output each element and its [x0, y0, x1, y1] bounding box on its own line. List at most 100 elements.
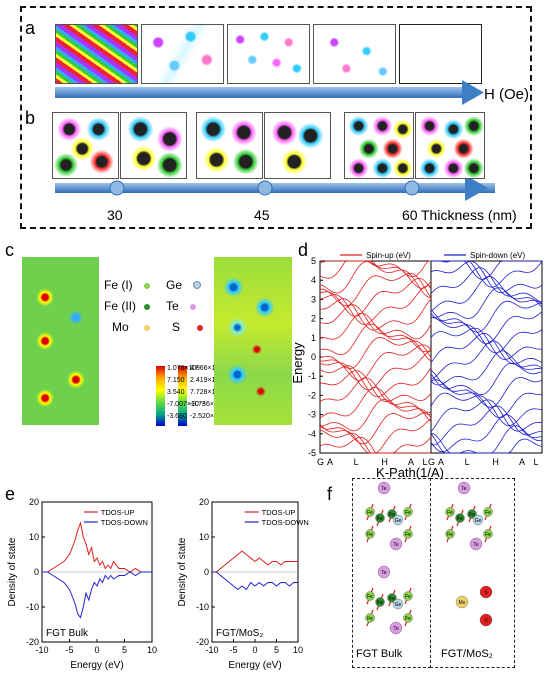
colorbar-1-label: 7.150	[167, 377, 185, 384]
dos-annotation: FGT Bulk	[46, 628, 89, 639]
legend-s: S	[172, 320, 204, 334]
charge-density-map-1	[22, 257, 99, 425]
dos-interface-chart: -10 -5 0 5 10-20-1001020TDOS-UPTDOS-DOWNFGT/…	[177, 497, 309, 671]
dos-series-line	[42, 521, 152, 573]
colorbar-2-labels: 4.066×10⁻² 2.419×10⁻² 7.728×10⁻³ -8.736×…	[190, 363, 228, 423]
dos-xtick-label: 0	[252, 645, 257, 655]
band-ytick-label: -5	[308, 448, 316, 458]
s-atom-label: S	[484, 590, 488, 596]
skyrmion-image-3	[227, 24, 310, 84]
te-atom-label: Te	[381, 486, 387, 492]
fe-atom	[467, 509, 477, 519]
fe-atom-label: Fe	[405, 510, 411, 516]
dos-ytick-label: -10	[26, 602, 39, 612]
spin-up-band	[319, 260, 432, 299]
spin-up-band	[320, 370, 432, 403]
dos-ytick-label: -20	[26, 637, 39, 647]
spin-up-band	[319, 418, 432, 454]
fe-atom-label: Fe	[367, 616, 373, 622]
thickness-image-60a	[344, 112, 414, 179]
legend-te: Te	[166, 299, 197, 313]
fe-atom-label: Fe	[447, 532, 453, 538]
spin-up-band	[319, 429, 432, 454]
fe-atom-label: Fe	[457, 516, 463, 522]
mo-atom-label: Mo	[459, 600, 466, 606]
legend-label: Te	[166, 299, 179, 313]
dos-ytick-label: -20	[196, 637, 209, 647]
te-atom	[389, 537, 403, 551]
dos-ytick-label: 0	[34, 567, 39, 577]
mo-atom-icon	[144, 325, 151, 331]
band-kpoint-label: L	[533, 457, 538, 467]
spin-up-band	[319, 285, 432, 325]
thickness-tick-60: 60	[402, 207, 418, 223]
spin-down-band	[430, 399, 543, 432]
dos-ylabel: Density of state	[7, 537, 18, 606]
dos-series-line	[42, 571, 152, 619]
te-atom	[377, 565, 391, 579]
band-ytick-label: 3	[311, 294, 316, 304]
thickness-image-30b	[120, 112, 187, 179]
top-frame	[20, 6, 532, 229]
mo-atom	[455, 595, 469, 609]
dos-xtick-label: -10	[205, 645, 218, 655]
dos-xtick-label: 0	[94, 645, 99, 655]
te-atom	[377, 481, 391, 495]
skyrmion-image-1	[55, 24, 138, 84]
structure-label-interface: FGT/MoS₂	[441, 648, 493, 660]
band-ytick-label: 0	[311, 352, 316, 362]
spin-up-band	[319, 273, 432, 307]
dos-xtick-label: -5	[229, 645, 237, 655]
dos-xtick-label: 10	[293, 645, 303, 655]
fe-atom	[403, 613, 413, 623]
colorbar-1-label: 3.540	[167, 389, 185, 396]
fe-atom-label: Fe	[447, 510, 453, 516]
fe-atom	[365, 529, 375, 539]
fe-atom	[403, 591, 413, 601]
fe-atom	[387, 593, 397, 603]
fe-atom-label: Fe	[367, 594, 373, 600]
colorbar-1-label: 1.076×10¹	[167, 365, 199, 372]
s-atom-icon	[197, 325, 204, 331]
ge-atom	[392, 598, 404, 610]
panel-label-a: a	[25, 18, 36, 38]
te-atom-label: Te	[461, 486, 467, 492]
legend-ge: Ge	[166, 278, 202, 292]
spin-down-band	[430, 405, 543, 446]
fe-atom	[375, 513, 385, 523]
spin-up-band	[319, 312, 432, 353]
colorbar-2	[178, 366, 187, 426]
band-kpoint-label: H	[492, 457, 499, 467]
te-atom-label: Te	[393, 626, 399, 632]
panel-label-e: e	[5, 484, 16, 504]
spin-down-band	[430, 309, 543, 345]
spin-up-band	[319, 260, 431, 278]
band-kpoint-label: L	[422, 457, 427, 467]
te-atom	[457, 481, 471, 495]
fe-atom	[445, 507, 455, 517]
structure-frame-interface	[430, 478, 515, 668]
legend-label: Ge	[166, 278, 183, 292]
fe-atom-label: Fe	[367, 532, 373, 538]
ge-atom-label: Ge	[395, 518, 402, 524]
spin-down-band	[430, 275, 543, 312]
legend-spin-up: Spin-up (eV)	[366, 251, 411, 260]
dos-xtick-label: 10	[147, 645, 157, 655]
spin-up-band	[319, 436, 431, 454]
colorbar-2-label: -8.736×10⁻³	[190, 401, 228, 408]
dos-xlabel: Energy (eV)	[228, 660, 281, 671]
fe-atom-label: Fe	[377, 600, 383, 606]
fe-atom-label: Fe	[389, 512, 395, 518]
colorbar-1-labels: 1.076×10¹ 7.150 3.540 -7.007×10⁻² -3.680	[137, 363, 205, 423]
band-ylabel: Energy	[290, 342, 305, 384]
fe-atom	[445, 529, 455, 539]
fe-atom-label: Fe	[485, 510, 491, 516]
legend-label: S	[172, 320, 181, 334]
colorbar-2-label: 7.728×10⁻³	[190, 389, 226, 396]
spin-down-band	[430, 300, 543, 333]
band-kpoint-label: A	[408, 457, 414, 467]
band-ytick-label: 4	[311, 275, 316, 285]
legend-fe1: Fe (I)	[104, 278, 151, 292]
spin-down-band	[430, 327, 543, 360]
